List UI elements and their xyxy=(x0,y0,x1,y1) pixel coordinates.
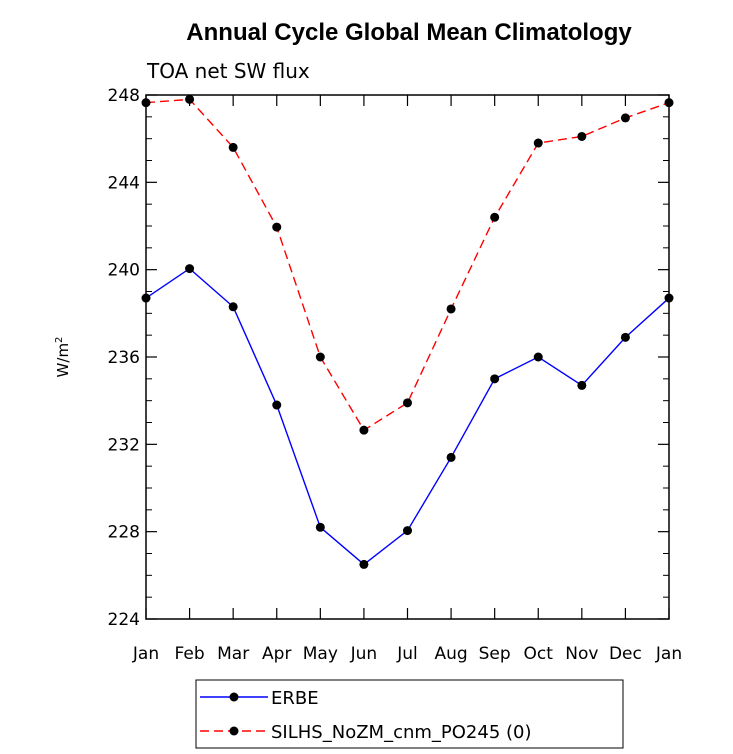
legend-marker-1 xyxy=(229,692,239,702)
y-tick-label: 236 xyxy=(108,348,140,368)
series-2-point xyxy=(141,98,151,108)
series-1-point xyxy=(272,400,282,410)
x-tick-label: Mar xyxy=(217,644,249,664)
x-axis-ticks: Jan Feb Mar Apr May Jun Jul Aug Sep Oct Nov Dec Jan xyxy=(132,95,682,664)
series-1-point xyxy=(359,559,369,569)
series-2-point xyxy=(185,94,195,104)
x-tick-label: Aug xyxy=(434,644,467,664)
legend-label-2: SILHS_NoZM_cnm_PO245 (0) xyxy=(271,722,532,743)
y-tick-label: 224 xyxy=(108,610,140,630)
chart-subtitle: TOA net SW flux xyxy=(146,59,310,83)
series-2-point xyxy=(315,352,325,362)
series-line-2 xyxy=(145,98,670,432)
plot-frame xyxy=(145,94,670,620)
series-2-point xyxy=(403,398,412,408)
series-1-point xyxy=(446,452,456,462)
series-2-point xyxy=(359,425,369,435)
series-1-point xyxy=(490,374,500,384)
series-1-point xyxy=(228,302,238,312)
series-2-point xyxy=(272,222,282,232)
x-tick-label: Oct xyxy=(524,644,554,664)
chart-title: Annual Cycle Global Mean Climatology xyxy=(186,19,632,46)
legend: ERBE SILHS_NoZM_cnm_PO245 (0) xyxy=(195,679,624,749)
series-2-point xyxy=(490,212,500,222)
x-tick-label: May xyxy=(303,644,338,664)
series-layer xyxy=(141,94,674,569)
x-tick-label: Apr xyxy=(262,644,291,664)
series-2-point xyxy=(228,142,238,152)
series-2-point xyxy=(577,131,587,141)
y-axis-label-base: W/m xyxy=(54,343,72,378)
series-1-point xyxy=(620,332,630,342)
series-1-point xyxy=(315,522,325,532)
y-tick-label: 240 xyxy=(108,261,140,281)
series-1-point xyxy=(141,293,151,303)
x-tick-label: Nov xyxy=(565,644,598,664)
x-tick-label: Feb xyxy=(175,644,205,664)
series-line-1 xyxy=(145,267,670,566)
series-1-point xyxy=(403,526,412,536)
legend-box xyxy=(195,679,624,749)
y-axis-label-superscript: 2 xyxy=(54,337,65,343)
y-axis-label: W/m2 xyxy=(54,337,72,378)
series-1-point xyxy=(185,264,195,274)
x-tick-label: Jun xyxy=(350,644,378,664)
series-2-point xyxy=(664,98,674,108)
x-tick-label: Jul xyxy=(396,644,418,664)
y-tick-label: 228 xyxy=(108,523,140,543)
x-tick-label: Sep xyxy=(479,644,511,664)
series-2-point xyxy=(533,138,543,148)
x-tick-label: Jan xyxy=(655,644,682,664)
series-2-point xyxy=(620,113,630,123)
series-1-point xyxy=(664,293,674,303)
y-axis-ticks: 224 228 232 236 240 244 248 xyxy=(108,86,669,630)
series-1-point xyxy=(533,352,543,362)
x-tick-label: Jan xyxy=(132,644,159,664)
legend-items: ERBE SILHS_NoZM_cnm_PO245 (0) xyxy=(200,688,532,743)
series-2-point xyxy=(446,304,456,314)
legend-marker-2 xyxy=(229,726,239,736)
y-tick-label: 244 xyxy=(108,173,140,193)
x-tick-label: Dec xyxy=(609,644,642,664)
series-1-point xyxy=(577,380,587,390)
y-tick-label: 248 xyxy=(108,86,140,106)
y-tick-label: 232 xyxy=(108,435,140,455)
legend-label-1: ERBE xyxy=(271,688,319,709)
